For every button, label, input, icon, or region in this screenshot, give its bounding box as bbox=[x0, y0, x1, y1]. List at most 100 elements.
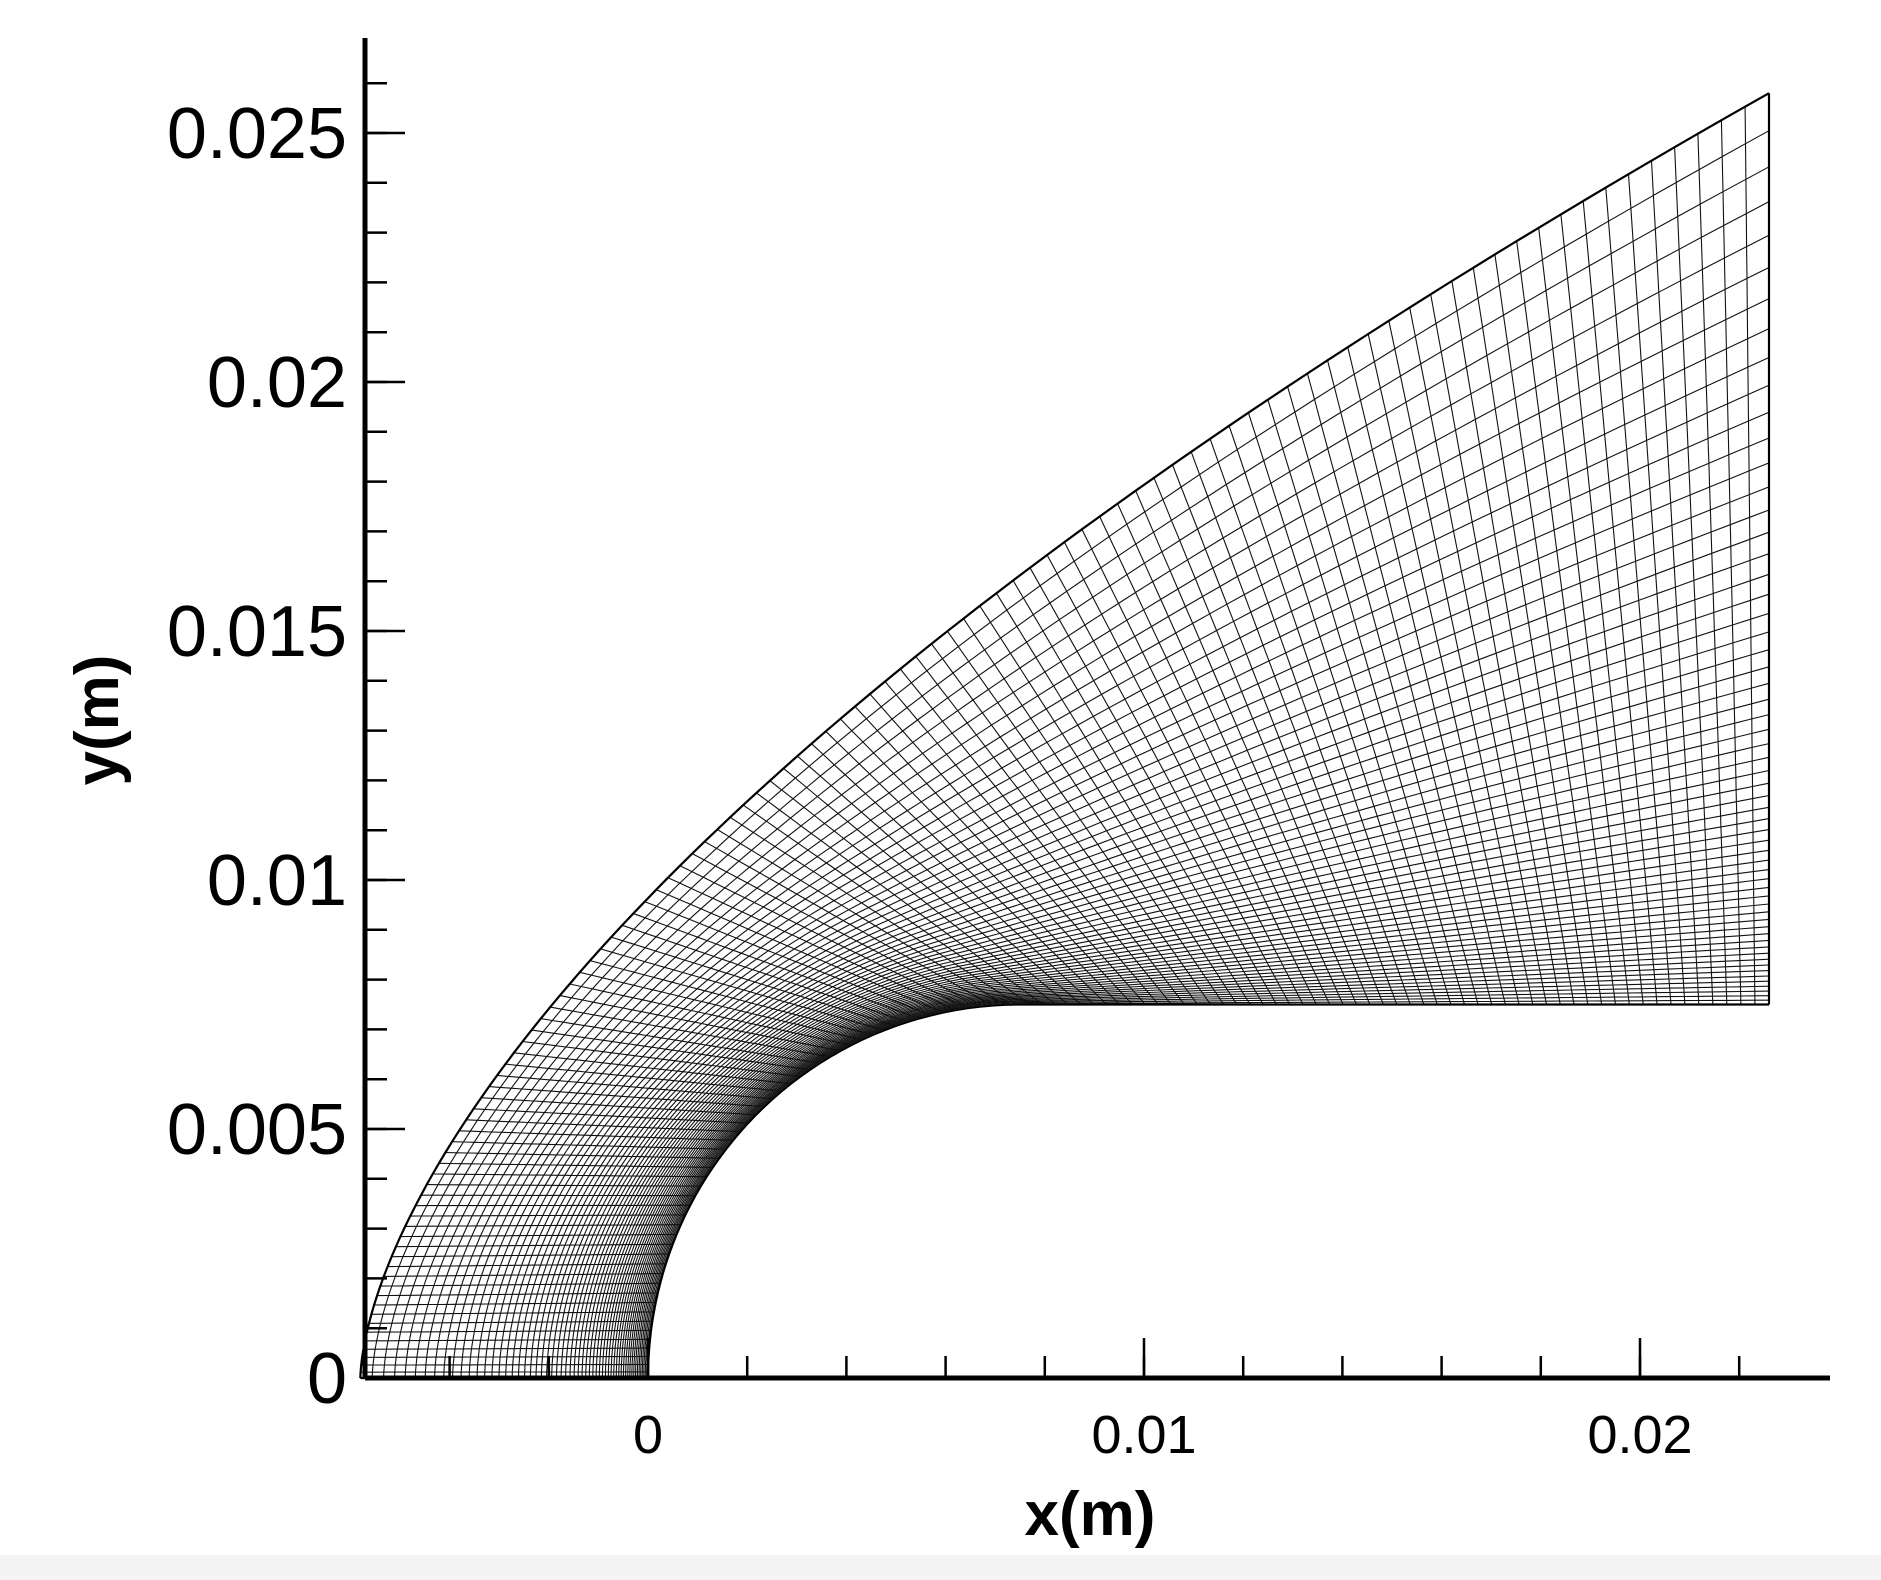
mesh-tangential-line bbox=[434, 328, 1770, 1379]
x-axis-title: x(m) bbox=[1025, 1480, 1156, 1549]
mesh-tangential-line bbox=[629, 946, 1770, 1379]
mesh-tangential-line bbox=[601, 859, 1770, 1379]
mesh-tangential-line bbox=[581, 794, 1770, 1379]
mesh-tangential-line bbox=[622, 926, 1770, 1379]
mesh-tangential-line bbox=[641, 985, 1770, 1379]
mesh-normal-line bbox=[1674, 147, 1714, 1005]
major-ticks bbox=[365, 131, 1642, 1380]
mesh-normal-line bbox=[1267, 399, 1452, 1005]
mesh-normal-line bbox=[1287, 386, 1466, 1005]
mesh-tangential-line bbox=[540, 666, 1770, 1379]
mesh-normal-line bbox=[1209, 438, 1411, 1005]
mesh-normal-line bbox=[1494, 254, 1603, 1005]
mesh-tangential-line bbox=[535, 649, 1770, 1379]
tick-labels: 0 0.01 0.02 0 0.005 0.01 0.015 0.02 0.025 bbox=[167, 94, 1693, 1465]
mesh-normal-line bbox=[995, 592, 1251, 1005]
mesh-normal-line bbox=[1228, 425, 1425, 1005]
mesh-tangential-line bbox=[598, 849, 1770, 1379]
mesh-tangential-line bbox=[383, 166, 1770, 1379]
mesh-tangential-line bbox=[359, 92, 1770, 1379]
mesh-tangential-line bbox=[620, 918, 1770, 1379]
mesh-tangential-line bbox=[523, 612, 1770, 1379]
mesh-tangential-line bbox=[565, 743, 1770, 1379]
mesh-tangential-line bbox=[607, 878, 1770, 1379]
mesh-tangential-line bbox=[505, 553, 1770, 1379]
mesh-tangential-line bbox=[517, 593, 1770, 1379]
mesh-tangential-line bbox=[491, 509, 1770, 1379]
mesh-tangential-line bbox=[551, 698, 1770, 1379]
mesh-normal-line bbox=[1190, 451, 1398, 1005]
mesh-tangential-line bbox=[511, 573, 1770, 1379]
x-tick-label: 0.02 bbox=[1587, 1405, 1692, 1465]
mesh-normal-line bbox=[1367, 333, 1520, 1005]
mesh-tangential-line bbox=[498, 531, 1770, 1379]
mesh-normal-line bbox=[825, 730, 1108, 1005]
mesh-tangential-line bbox=[460, 411, 1770, 1379]
mesh-tangential-line bbox=[394, 201, 1770, 1379]
mesh-normal-line bbox=[1744, 106, 1756, 1005]
mesh-normal-line bbox=[1135, 490, 1357, 1005]
x-tick-label: 0.01 bbox=[1091, 1405, 1196, 1465]
mesh-tangential-line bbox=[476, 462, 1770, 1379]
mesh-tangential-line bbox=[529, 631, 1770, 1379]
mesh-tangential-line bbox=[633, 958, 1770, 1379]
mesh-normal-line bbox=[1538, 227, 1630, 1005]
mesh-normal-line bbox=[1153, 477, 1371, 1005]
y-tick-label: 0.02 bbox=[207, 343, 347, 423]
mesh-normal-line bbox=[1720, 120, 1742, 1005]
mesh-normal-line bbox=[1582, 200, 1658, 1005]
mesh-tangential-line bbox=[404, 234, 1770, 1379]
mesh-normal-line bbox=[1046, 554, 1291, 1005]
mesh-normal-line bbox=[1388, 320, 1534, 1005]
mesh-tangential-line bbox=[634, 964, 1770, 1379]
mesh-tangential-line bbox=[573, 769, 1770, 1379]
mesh-tangential-line bbox=[615, 903, 1770, 1378]
mesh-tangential-line bbox=[569, 756, 1770, 1379]
mesh-tangential-line bbox=[468, 437, 1770, 1379]
mesh-normal-line bbox=[1451, 280, 1575, 1005]
mesh-tangential-line bbox=[646, 1003, 1769, 1378]
axes: 0 0.01 0.02 0 0.005 0.01 0.015 0.02 0.025 bbox=[167, 38, 1830, 1465]
minor-ticks bbox=[365, 81, 1741, 1380]
mesh-tangential-line bbox=[610, 886, 1770, 1379]
y-tick-label: 0.025 bbox=[167, 94, 347, 174]
mesh-tangential-line bbox=[618, 911, 1770, 1379]
mesh-tangential-line bbox=[604, 869, 1770, 1379]
mesh-normal-line bbox=[1409, 307, 1548, 1005]
mesh-tangential-line bbox=[414, 267, 1770, 1379]
mesh-normal-line bbox=[1326, 360, 1493, 1005]
mesh-normal-line bbox=[1605, 187, 1672, 1005]
mesh-tangential-line bbox=[546, 682, 1770, 1379]
mesh-tangential-line bbox=[424, 298, 1770, 1379]
mesh-normal-line bbox=[1171, 464, 1384, 1005]
mesh-normal-line bbox=[1560, 214, 1644, 1005]
mesh-normal-line bbox=[1117, 503, 1344, 1005]
mesh-tangential-line bbox=[585, 806, 1770, 1379]
mesh-tangential-line bbox=[631, 952, 1770, 1379]
mesh-tangential-line bbox=[484, 486, 1770, 1379]
mesh-normal-line bbox=[1081, 529, 1317, 1005]
mesh-tangential-line bbox=[640, 980, 1770, 1378]
mesh-tangential-line bbox=[577, 782, 1770, 1379]
footer-band bbox=[0, 1555, 1881, 1580]
y-tick-label: 0.005 bbox=[167, 1090, 347, 1170]
mesh-normal-line bbox=[1627, 174, 1686, 1005]
mesh-tangential-line bbox=[627, 939, 1770, 1378]
mesh-normal-line bbox=[1472, 267, 1589, 1005]
mesh-normal-line bbox=[1697, 133, 1728, 1005]
mesh-tangential-line bbox=[638, 975, 1770, 1379]
mesh-tangential-line bbox=[592, 829, 1770, 1379]
mesh-tangential-line bbox=[443, 356, 1770, 1379]
computational-mesh bbox=[359, 92, 1771, 1380]
mesh-tangential-line bbox=[371, 130, 1770, 1379]
mesh-normal-line bbox=[1347, 347, 1506, 1005]
mesh-normal-line bbox=[1247, 412, 1438, 1005]
mesh-normal-line bbox=[1306, 373, 1479, 1005]
y-axis-title: y(m) bbox=[63, 655, 132, 786]
mesh-tangential-line bbox=[636, 970, 1770, 1379]
y-tick-label: 0.01 bbox=[207, 841, 347, 921]
mesh-tangential-line bbox=[555, 714, 1770, 1379]
mesh-tangential-line bbox=[452, 384, 1770, 1379]
mesh-normal-line bbox=[1430, 294, 1561, 1005]
